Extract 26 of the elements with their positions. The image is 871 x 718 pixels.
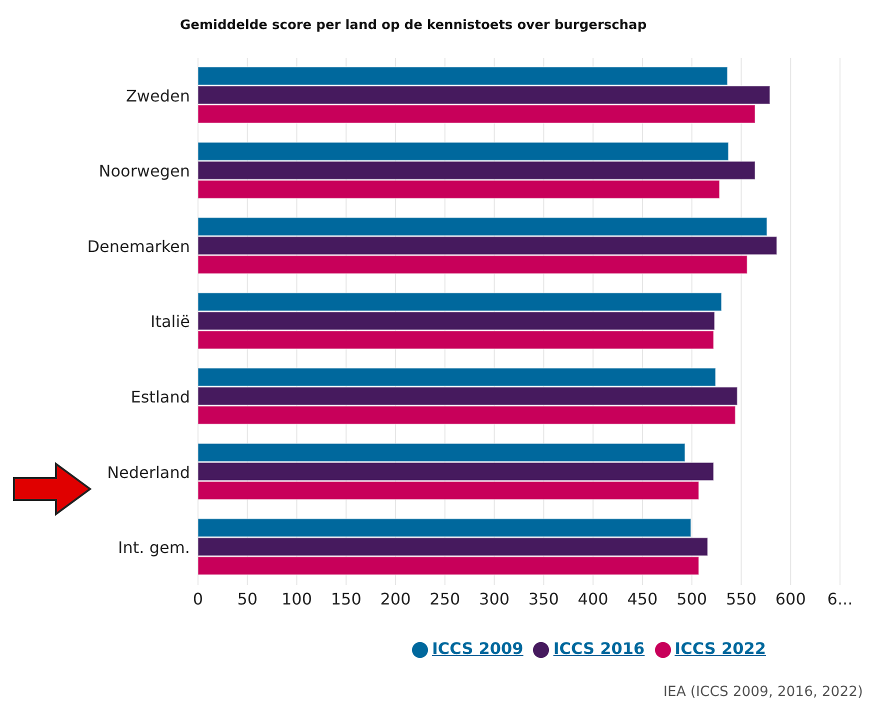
x-tick-label: 500 (676, 589, 708, 608)
y-tick-label: Int. gem. (118, 538, 190, 558)
x-tick-label: 450 (627, 589, 658, 608)
y-tick-label: Noorwegen (98, 162, 190, 181)
y-tick-label: Denemarken (87, 236, 190, 256)
x-tick-label: 150 (330, 589, 362, 608)
legend-label: ICCS 2016 (553, 639, 645, 658)
chart-title: Gemiddelde score per land op de kennistoets over burgerschap (180, 18, 647, 33)
y-tick-label: Estland (130, 387, 190, 406)
x-tick-label: 400 (578, 589, 608, 608)
x-tick-label: 300 (479, 589, 510, 608)
x-tick-label: 200 (380, 589, 411, 608)
y-tick-label: Italië (150, 312, 190, 332)
x-tick-label: 0 (192, 589, 204, 608)
x-tick-label: 100 (281, 589, 312, 608)
x-tick-label: 50 (237, 589, 258, 608)
legend-label: ICCS 2009 (432, 639, 524, 658)
text: IEA (ICCS 2009, 2016, 2022) (663, 684, 863, 700)
x-tick-label: 350 (528, 589, 559, 608)
y-tick-label: Zweden (126, 86, 190, 106)
legend-label: ICCS 2022 (674, 639, 766, 658)
x-tick-label: 6... (827, 589, 853, 608)
x-tick-label: 550 (726, 589, 757, 608)
y-tick-label: Nederland (107, 462, 190, 482)
x-tick-label: 600 (775, 589, 806, 608)
x-tick-label: 250 (430, 589, 460, 608)
